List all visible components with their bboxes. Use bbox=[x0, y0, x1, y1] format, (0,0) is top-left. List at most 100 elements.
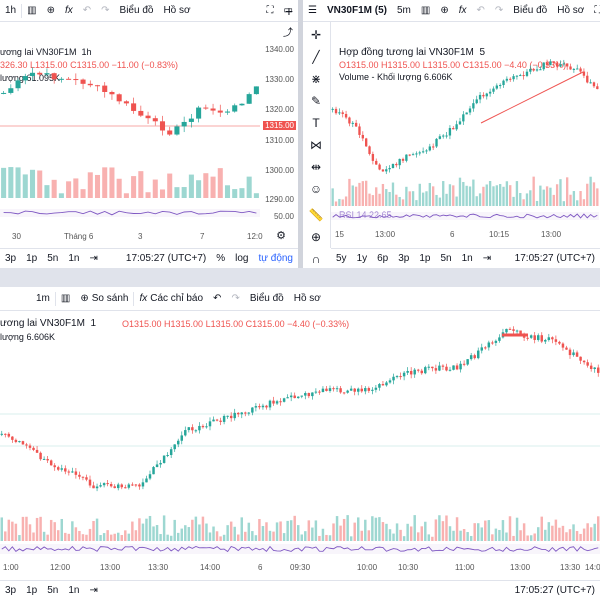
range-button[interactable]: 3p bbox=[5, 253, 17, 264]
candle-body bbox=[484, 347, 487, 349]
range-button[interactable]: 1y bbox=[356, 253, 368, 264]
range-button[interactable]: 1n bbox=[461, 253, 473, 264]
chart-pane-top-right[interactable]: ☰ VN30F1M (5) 5m ▥ ⊕ fx ↶ ↷ Biểu đồ Hồ s… bbox=[303, 0, 600, 268]
pattern-icon[interactable]: ⋈ bbox=[310, 138, 322, 152]
range-button[interactable]: 1n bbox=[68, 585, 80, 596]
volume-bar bbox=[8, 167, 14, 198]
brush-icon[interactable]: ✎ bbox=[310, 94, 322, 108]
magnet-icon[interactable]: ∩ bbox=[311, 252, 321, 266]
fullscreen-icon[interactable]: ⛶ bbox=[266, 5, 274, 16]
redo-icon[interactable]: ↷ bbox=[494, 5, 504, 16]
divider bbox=[54, 291, 56, 306]
compare-button[interactable]: ⊕ So sánh bbox=[80, 293, 129, 304]
volume-bar bbox=[399, 529, 402, 541]
range-button[interactable]: 5n bbox=[47, 585, 59, 596]
indicators-button[interactable]: fx Các chỉ báo bbox=[139, 293, 204, 304]
goto-date-icon[interactable]: ⇥ bbox=[89, 253, 98, 264]
log-toggle[interactable]: log bbox=[235, 253, 249, 264]
ruler-icon[interactable]: 📏 bbox=[308, 208, 324, 222]
range-button[interactable]: 5y bbox=[336, 253, 347, 264]
range-button[interactable]: 5n bbox=[47, 253, 59, 264]
volume-bar bbox=[371, 195, 375, 206]
undo-icon[interactable]: ↶ bbox=[476, 5, 485, 16]
undo-icon[interactable]: ↶ bbox=[82, 5, 92, 16]
crosshair-icon[interactable]: ✛ bbox=[310, 28, 322, 42]
range-button[interactable]: 5n bbox=[440, 253, 452, 264]
zoom-icon[interactable]: ⊕ bbox=[310, 230, 322, 244]
volume-bar bbox=[4, 531, 7, 541]
candle-body bbox=[586, 362, 589, 366]
chart-pane-bottom[interactable]: 1m ▥ ⊕ So sánh fx Các chỉ báo ↶ ↷ Biểu đồ … bbox=[0, 287, 600, 600]
candle-body bbox=[378, 384, 381, 388]
candles-chart[interactable] bbox=[0, 311, 600, 561]
share-icon[interactable]: ⤴ bbox=[283, 28, 293, 39]
candle-body bbox=[331, 108, 334, 110]
volume-bar bbox=[349, 536, 353, 541]
emoji-icon[interactable]: ☺ bbox=[309, 182, 323, 196]
fib-icon[interactable]: ⋇ bbox=[310, 72, 322, 86]
interval-button[interactable]: 1h bbox=[5, 5, 17, 16]
measure-icon[interactable]: ⇹ bbox=[310, 160, 322, 174]
chart-menu-button[interactable]: Biểu đồ bbox=[249, 293, 284, 304]
symbol-button[interactable]: VN30F1M (5) bbox=[326, 5, 387, 16]
profile-menu-button[interactable]: Hồ sơ bbox=[293, 293, 321, 304]
candle-body bbox=[374, 387, 378, 390]
range-button[interactable]: 1p bbox=[26, 253, 38, 264]
range-button[interactable]: 1n bbox=[68, 253, 80, 264]
candle-body bbox=[381, 384, 385, 386]
pane-divider[interactable] bbox=[0, 268, 600, 287]
layout-icon[interactable]: ▭ bbox=[283, 5, 293, 16]
range-button[interactable]: 1p bbox=[26, 585, 38, 596]
chart-pane-top-left[interactable]: 1h ▥ ⊕ fx ↶ ↷ Biểu đồ Hồ sơ ⛶ ▭ + ⤴ ương… bbox=[0, 0, 298, 268]
redo-icon[interactable]: ↷ bbox=[231, 293, 240, 304]
goto-date-icon[interactable]: ⇥ bbox=[482, 253, 492, 264]
range-button[interactable]: 1p bbox=[419, 253, 431, 264]
range-button[interactable]: 3p bbox=[5, 585, 17, 596]
candles-chart[interactable] bbox=[0, 38, 262, 238]
fullscreen-icon[interactable]: ⛶ bbox=[594, 5, 600, 16]
candle-body bbox=[258, 406, 261, 408]
volume-bar bbox=[348, 178, 351, 206]
volume-bar bbox=[448, 526, 452, 541]
pane-divider[interactable] bbox=[298, 0, 303, 268]
indicators-fx-button[interactable]: fx bbox=[458, 5, 467, 16]
candle-body bbox=[441, 365, 445, 367]
range-button[interactable]: 3p bbox=[398, 253, 410, 264]
profile-menu-button[interactable]: Hồ sơ bbox=[557, 5, 585, 16]
clock-time[interactable]: 17:05:27 (UTC+7) bbox=[514, 585, 595, 596]
undo-icon[interactable]: ↶ bbox=[213, 293, 222, 304]
volume-bar bbox=[554, 519, 558, 541]
candle-body bbox=[445, 366, 448, 371]
candle-body bbox=[589, 82, 592, 84]
plus-icon[interactable]: + bbox=[284, 3, 293, 19]
range-button[interactable]: 6p bbox=[377, 253, 389, 264]
bar-style-icon[interactable]: ▥ bbox=[27, 5, 37, 16]
profile-menu-button[interactable]: Hồ sơ bbox=[163, 5, 191, 16]
clock-time[interactable]: 17:05:27 (UTC+7) bbox=[125, 253, 207, 264]
indicators-fx-button[interactable]: fx bbox=[64, 5, 73, 16]
chart-menu-button[interactable]: Biểu đồ bbox=[513, 5, 548, 16]
redo-icon[interactable]: ↷ bbox=[101, 5, 110, 16]
interval-button[interactable]: 1m bbox=[36, 293, 50, 304]
bar-style-icon[interactable]: ▥ bbox=[60, 293, 71, 304]
volume-bar bbox=[442, 181, 445, 206]
trendline-icon[interactable]: ╱ bbox=[312, 50, 320, 64]
interval-button[interactable]: 5m bbox=[396, 5, 411, 16]
candle-body bbox=[482, 94, 485, 97]
add-symbol-icon[interactable]: ⊕ bbox=[46, 5, 55, 16]
clock-time[interactable]: 17:05:27 (UTC+7) bbox=[514, 253, 595, 264]
goto-date-icon[interactable]: ⇥ bbox=[89, 585, 98, 596]
candles-chart[interactable] bbox=[331, 38, 600, 228]
percent-toggle[interactable]: % bbox=[216, 253, 226, 264]
menu-icon[interactable]: ☰ bbox=[308, 5, 317, 16]
chart-menu-button[interactable]: Biểu đồ bbox=[119, 5, 154, 16]
volume-bar bbox=[579, 191, 582, 206]
volume-bar bbox=[28, 524, 32, 541]
candle-body bbox=[325, 388, 328, 391]
add-symbol-icon[interactable]: ⊕ bbox=[440, 5, 449, 16]
bar-style-icon[interactable]: ▥ bbox=[420, 5, 431, 16]
auto-toggle[interactable]: tự động bbox=[258, 253, 294, 264]
settings-gear-icon[interactable]: ⚙ bbox=[276, 230, 286, 242]
text-icon[interactable]: T bbox=[312, 116, 320, 130]
candle-body bbox=[466, 359, 469, 365]
